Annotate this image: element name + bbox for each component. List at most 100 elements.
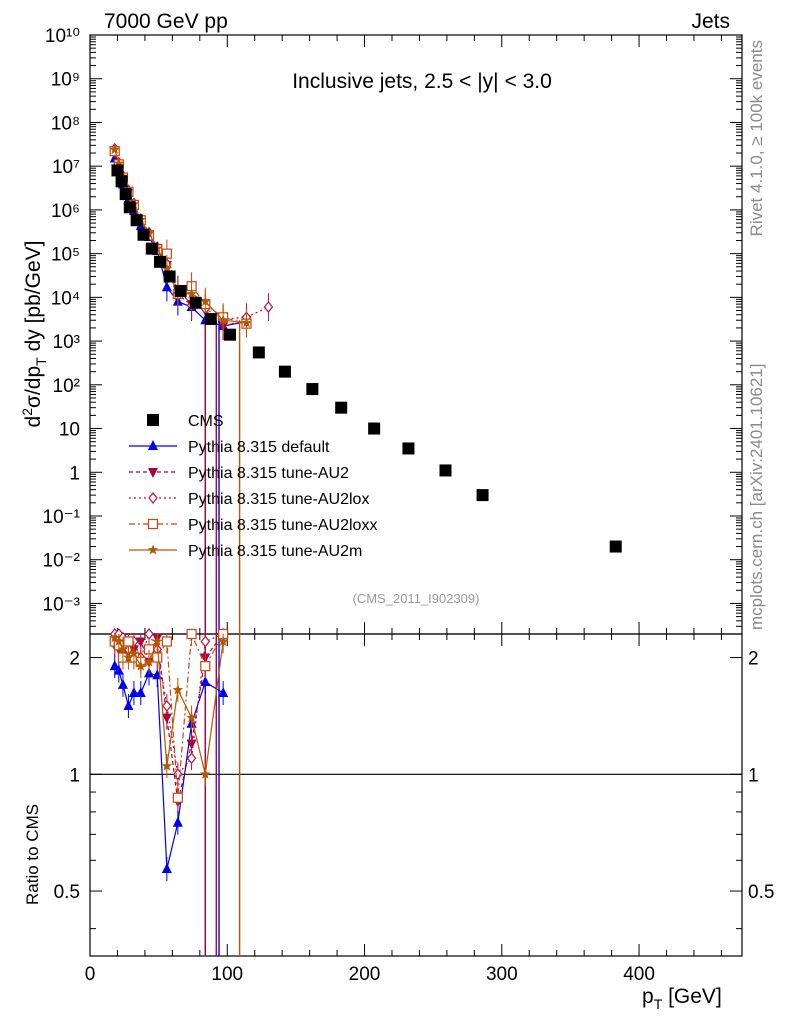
ratio-marker: [172, 792, 183, 803]
ratio-marker: [161, 760, 173, 771]
ratio-marker: [186, 712, 197, 723]
analysis-tag: (CMS_2011_I902309): [353, 591, 480, 606]
legend-label: Pythia 8.315 default: [188, 439, 330, 456]
ratio-marker: [217, 636, 229, 646]
legend-label: Pythia 8.315 tune-AU2m: [188, 543, 362, 560]
series-line: [114, 158, 247, 327]
data-point: [137, 228, 150, 241]
ratio-marker: [123, 636, 134, 647]
series-marker: [161, 281, 172, 292]
data-point: [189, 296, 202, 309]
data-point: [368, 422, 381, 435]
chart-title: Inclusive jets, 2.5 < |y| < 3.0: [292, 70, 552, 93]
data-point: [278, 365, 291, 378]
y-tick-label: 10⁵: [51, 245, 80, 266]
ratio-marker: [161, 713, 172, 724]
series-marker: [263, 301, 274, 314]
series-marker: [241, 317, 252, 328]
data-point: [335, 401, 348, 414]
main-axis-ticks: 10⁻³ 10⁻² 10⁻¹ 1 10 10² 10³ 10⁴ 10⁵ 10⁶ 10⁷ 10⁸ 10⁹ 1…: [43, 26, 742, 635]
legend-marker: [147, 518, 159, 530]
ratio-marker: [135, 660, 146, 671]
legend-marker: [148, 440, 158, 450]
header-left: 7000 GeV pp: [104, 10, 228, 33]
data-point: [154, 255, 167, 268]
legend-label: CMS: [188, 413, 224, 430]
y-axis-label-main: d2σ/dpT dy [pb/GeV]: [19, 241, 49, 428]
x-tick-label: 0: [85, 964, 96, 985]
series-line: [114, 152, 247, 327]
y-tick-label: 10: [59, 420, 80, 441]
series-marker: [217, 314, 229, 325]
ratio-marker: [143, 656, 155, 667]
data-point: [163, 270, 176, 283]
y-tick-label: 10⁹: [51, 70, 80, 91]
legend-marker: [148, 492, 158, 504]
y-tick-label: 10⁻³: [43, 594, 81, 615]
ratio-marker: [117, 678, 128, 689]
series-marker: [161, 263, 173, 274]
ratio-marker: [152, 652, 163, 663]
y-axis-label-ratio: Ratio to CMS: [23, 804, 42, 905]
ratio-marker: [152, 636, 163, 646]
side-text-upper: Rivet 4.1.0, ≥ 100k events: [747, 40, 766, 236]
ratio-marker: [186, 628, 197, 640]
y-tick-label: 10⁴: [51, 288, 80, 309]
ratio-marker: [161, 862, 172, 873]
legend-marker: [148, 468, 158, 478]
data-point: [476, 489, 489, 502]
ratio-tick-label: 2: [69, 649, 80, 670]
ratio-marker: [109, 660, 120, 671]
ratio-tick-label-right: 0.5: [748, 882, 774, 903]
y-tick-label: 10⁻²: [43, 551, 81, 572]
y-tick-label: 10¹⁰: [45, 26, 80, 47]
ratio-series-group: [109, 628, 229, 881]
data-point: [439, 464, 452, 477]
series-marker: [186, 288, 197, 299]
ratio-tick-label: 1: [69, 765, 80, 786]
y-tick-label: 10⁷: [52, 157, 80, 178]
data-point: [609, 540, 622, 553]
ratio-marker: [161, 636, 172, 647]
data-point: [119, 188, 132, 201]
legend-label: Pythia 8.315 tune-AU2loxx: [188, 517, 377, 534]
x-axis-label: pT [GeV]: [642, 985, 722, 1012]
y-tick-label: 10⁻¹: [43, 507, 81, 528]
data-point: [402, 442, 415, 455]
ratio-marker: [113, 664, 124, 675]
main-series-group: [109, 142, 622, 956]
ratio-marker: [200, 675, 211, 686]
ratio-marker: [117, 643, 129, 654]
ratio-marker: [186, 752, 197, 765]
ratio-marker: [128, 687, 139, 698]
y-tick-label: 10²: [53, 376, 80, 397]
ratio-marker: [218, 687, 229, 698]
x-tick-label: 200: [349, 964, 381, 985]
legend-marker: [147, 544, 159, 555]
series-marker: [200, 296, 211, 306]
data-point: [111, 164, 124, 177]
side-text-lower: mcplots.cern.ch [arXiv:2401.10621]: [747, 364, 766, 630]
legend: CMS Pythia 8.315 default Pythia 8.315 tune…: [129, 413, 377, 560]
ratio-plot-frame: [89, 633, 743, 957]
data-point: [224, 328, 237, 341]
ratio-marker: [123, 652, 134, 662]
legend-label: Pythia 8.315 tune-AU2lox: [188, 491, 369, 508]
data-point: [130, 214, 143, 227]
ratio-tick-label: 0.5: [54, 882, 80, 903]
ratio-marker: [123, 699, 134, 710]
ratio-tick-label-right: 1: [748, 765, 759, 786]
ratio-marker: [135, 687, 146, 698]
ratio-marker: [172, 816, 183, 827]
series-marker: [109, 144, 120, 154]
data-point: [123, 201, 136, 214]
ratio-axis-ticks: 0 100 200 300 400 0.5 0.5 1 1 2 2: [54, 634, 774, 985]
ratio-marker: [200, 768, 211, 779]
data-point: [115, 175, 128, 188]
y-tick-label: 10⁸: [51, 113, 80, 134]
data-point: [174, 284, 187, 297]
ratio-marker: [128, 647, 140, 658]
ratio-tick-label-right: 2: [748, 649, 759, 670]
y-tick-label: 10³: [53, 332, 80, 353]
x-tick-label: 400: [623, 964, 655, 985]
